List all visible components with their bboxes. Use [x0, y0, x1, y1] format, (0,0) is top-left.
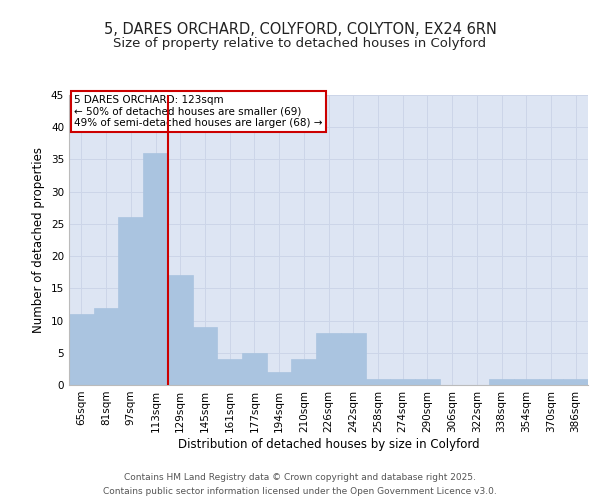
- Bar: [292, 359, 316, 385]
- Bar: [69, 314, 94, 385]
- Bar: [217, 359, 242, 385]
- Bar: [539, 378, 563, 385]
- Bar: [415, 378, 440, 385]
- Y-axis label: Number of detached properties: Number of detached properties: [32, 147, 46, 333]
- Bar: [365, 378, 390, 385]
- Bar: [489, 378, 514, 385]
- Bar: [193, 327, 217, 385]
- Bar: [143, 153, 168, 385]
- Bar: [390, 378, 415, 385]
- Bar: [94, 308, 118, 385]
- X-axis label: Distribution of detached houses by size in Colyford: Distribution of detached houses by size …: [178, 438, 479, 450]
- Bar: [242, 353, 267, 385]
- Text: 5, DARES ORCHARD, COLYFORD, COLYTON, EX24 6RN: 5, DARES ORCHARD, COLYFORD, COLYTON, EX2…: [104, 22, 496, 38]
- Bar: [316, 334, 341, 385]
- Bar: [118, 218, 143, 385]
- Bar: [168, 276, 193, 385]
- Text: 5 DARES ORCHARD: 123sqm
← 50% of detached houses are smaller (69)
49% of semi-de: 5 DARES ORCHARD: 123sqm ← 50% of detache…: [74, 95, 323, 128]
- Text: Size of property relative to detached houses in Colyford: Size of property relative to detached ho…: [113, 38, 487, 51]
- Text: Contains public sector information licensed under the Open Government Licence v3: Contains public sector information licen…: [103, 486, 497, 496]
- Bar: [267, 372, 292, 385]
- Bar: [514, 378, 539, 385]
- Bar: [341, 334, 365, 385]
- Bar: [563, 378, 588, 385]
- Text: Contains HM Land Registry data © Crown copyright and database right 2025.: Contains HM Land Registry data © Crown c…: [124, 473, 476, 482]
